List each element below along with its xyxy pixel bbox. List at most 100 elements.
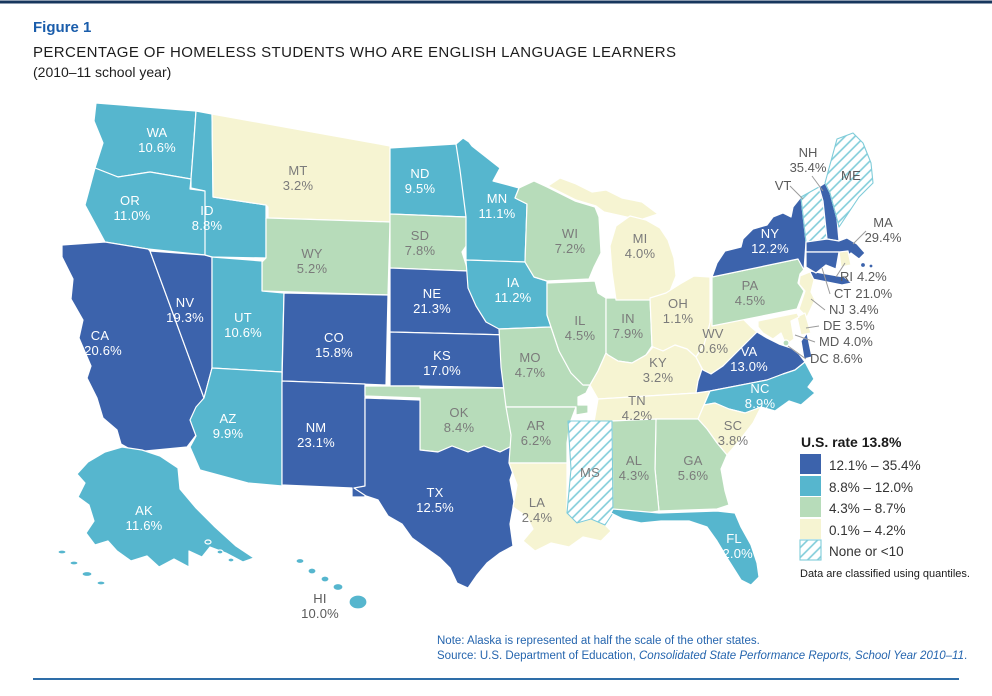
state-hi-big-island [348, 594, 368, 610]
state-dc [782, 339, 790, 347]
callout-nj: NJ 3.4% [829, 302, 879, 317]
state-co [281, 292, 389, 386]
svg-text:4.5%: 4.5% [565, 328, 596, 343]
svg-text:NM: NM [306, 420, 327, 435]
state-nj [798, 271, 816, 318]
leader-ct [821, 267, 831, 295]
state-label-wv: WV0.6% [698, 326, 729, 356]
svg-text:MS: MS [580, 465, 600, 480]
state-label-oh: OH1.1% [663, 296, 694, 326]
svg-text:3.2%: 3.2% [283, 178, 314, 193]
svg-text:19.3%: 19.3% [166, 310, 204, 325]
svg-text:CA: CA [91, 328, 110, 343]
state-label-ok: OK8.4% [444, 405, 474, 435]
svg-text:FL: FL [726, 531, 742, 546]
state-label-ar: AR6.2% [521, 418, 551, 448]
svg-text:AZ: AZ [219, 411, 236, 426]
leader-md [794, 334, 816, 343]
state-hi-island [332, 582, 344, 592]
state-ak-island [57, 549, 67, 555]
state-ak-island [69, 560, 79, 566]
leader-dc [787, 345, 807, 360]
svg-text:10.0%: 10.0% [301, 606, 339, 621]
state-label-sc: SC3.8% [718, 418, 748, 448]
svg-text:ID: ID [200, 203, 213, 218]
svg-text:0.6%: 0.6% [698, 341, 729, 356]
svg-text:VT: VT [775, 178, 792, 193]
state-label-mo: MO4.7% [515, 350, 546, 380]
state-hi-island [307, 567, 317, 575]
state-va-eastern-shore [800, 332, 813, 360]
leader-vt [789, 185, 804, 200]
svg-text:11.2%: 11.2% [495, 290, 532, 305]
svg-text:9.9%: 9.9% [213, 426, 244, 441]
svg-text:10.6%: 10.6% [224, 325, 262, 340]
state-fl [610, 508, 760, 586]
callout-de: DE 3.5% [823, 318, 875, 333]
state-ak-island [81, 570, 93, 578]
callout-dc: DC 8.6% [810, 351, 863, 366]
svg-text:GA: GA [683, 453, 702, 468]
svg-text:4.2%: 4.2% [622, 408, 653, 423]
state-label-wi: WI7.2% [555, 226, 585, 256]
states-layer [57, 102, 874, 610]
svg-text:WV: WV [702, 326, 723, 341]
svg-text:UT: UT [234, 310, 252, 325]
svg-text:1.1%: 1.1% [663, 311, 694, 326]
svg-text:15.8%: 15.8% [315, 345, 353, 360]
svg-text:35.4%: 35.4% [790, 160, 827, 175]
svg-text:NE: NE [423, 286, 442, 301]
svg-text:17.0%: 17.0% [423, 363, 461, 378]
svg-text:12.5%: 12.5% [416, 500, 454, 515]
legend-swatch-none [799, 539, 822, 561]
state-ri [838, 250, 852, 268]
state-ak-island [96, 580, 106, 586]
legend-label-q4: 0.1% – 4.2% [829, 523, 906, 538]
svg-text:WI: WI [562, 226, 578, 241]
svg-text:ME: ME [841, 168, 861, 183]
leader-ma [852, 230, 867, 245]
state-label-in: IN7.9% [613, 311, 643, 341]
state-ms [566, 420, 614, 526]
state-tx [353, 397, 517, 589]
svg-text:4.0%: 4.0% [625, 246, 656, 261]
state-hi-island [295, 557, 305, 565]
state-label-ga: GA5.6% [678, 453, 708, 483]
legend-note: Data are classified using quantiles. [800, 568, 970, 580]
state-label-la: LA2.4% [522, 495, 553, 525]
svg-text:13.0%: 13.0% [730, 359, 768, 374]
legend: U.S. rate 13.8% 12.1% – 35.4% 8.8% – 12.… [799, 434, 970, 580]
svg-text:2.4%: 2.4% [522, 510, 553, 525]
svg-text:MN: MN [487, 191, 508, 206]
state-label-me: ME [841, 168, 861, 183]
svg-text:NV: NV [176, 295, 195, 310]
legend-label-q2: 8.8% – 12.0% [829, 480, 913, 495]
svg-text:4.7%: 4.7% [515, 365, 546, 380]
state-ak-panhandle-island [227, 557, 235, 563]
svg-text:TN: TN [628, 393, 646, 408]
svg-text:MI: MI [633, 231, 648, 246]
state-label-mt: MT3.2% [283, 163, 314, 193]
state-mi-upper [547, 177, 659, 221]
callout-md: MD 4.0% [819, 334, 873, 349]
state-ar [505, 406, 577, 464]
svg-text:OR: OR [120, 193, 140, 208]
svg-text:IA: IA [507, 275, 520, 290]
state-ma-island [868, 263, 874, 269]
svg-text:MT: MT [288, 163, 307, 178]
state-label-al: AL4.3% [619, 453, 649, 483]
callout-vt: VT [775, 178, 792, 193]
svg-text:MA: MA [873, 215, 893, 230]
figure-label: Figure 1 [33, 19, 91, 36]
